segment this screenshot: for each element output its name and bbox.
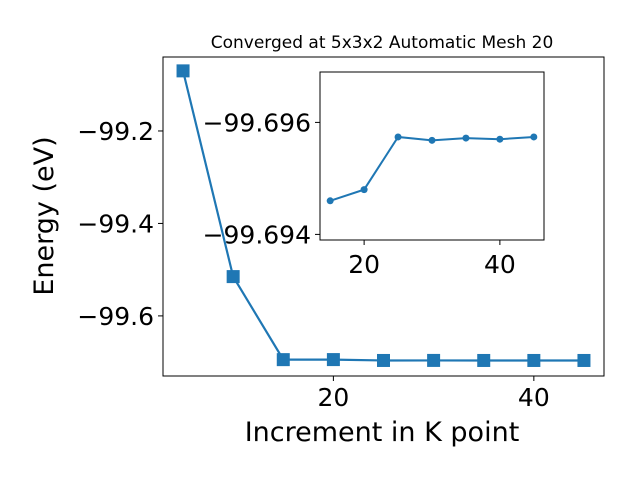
main-data-point [377, 353, 390, 367]
main-y-tick-label: −99.2 [77, 117, 154, 146]
main-data-point [276, 353, 290, 367]
inset-data-point [428, 136, 436, 144]
main-data-point [176, 64, 190, 78]
main-data-point [226, 270, 240, 284]
inset-x-tick-label: 20 [348, 250, 380, 279]
main-x-tick-label: 40 [518, 383, 550, 412]
main-x-tick-label: 20 [317, 383, 349, 412]
main-y-tick-label: −99.4 [77, 209, 154, 238]
inset-axes-frame [319, 71, 545, 241]
main-plot-area [176, 64, 591, 367]
inset-data-point [530, 133, 538, 141]
main-y-tick-label: −99.6 [77, 302, 154, 331]
inset-data-point [462, 134, 470, 142]
inset-data-point [360, 186, 368, 194]
inset-chart: 20 40 −99.696−99.694 [203, 71, 545, 279]
main-data-point [477, 353, 491, 367]
main-y-axis-label: Energy (eV) [29, 136, 60, 295]
inset-y-tick-label: −99.694 [203, 220, 311, 249]
inset-background [320, 72, 544, 240]
inset-y-ticks: −99.696 −99.694 [203, 108, 320, 249]
main-data-point [427, 353, 441, 367]
main-data-point [527, 353, 541, 367]
main-x-axis-label: Increment in K point [245, 417, 520, 448]
inset-data-point [394, 133, 402, 141]
main-data-point [326, 353, 340, 367]
main-axes-frame [162, 56, 605, 377]
inset-x-tick-label: 40 [484, 250, 516, 279]
inset-data-point [326, 197, 334, 205]
main-data-point [577, 353, 591, 367]
main-chart: Converged at 5x3x2 Automatic Mesh 20 20 4… [29, 33, 605, 448]
inset-plot-area [326, 133, 538, 205]
inset-x-ticks: 20 40 [348, 240, 516, 279]
main-title: Converged at 5x3x2 Automatic Mesh 20 [211, 33, 554, 53]
inset-y-tick-label: −99.696 [203, 108, 311, 137]
main-x-ticks: 20 40 [317, 376, 550, 412]
inset-data-point [496, 135, 504, 143]
main-y-ticks: −99.2 −99.4 −99.6 [77, 117, 163, 331]
